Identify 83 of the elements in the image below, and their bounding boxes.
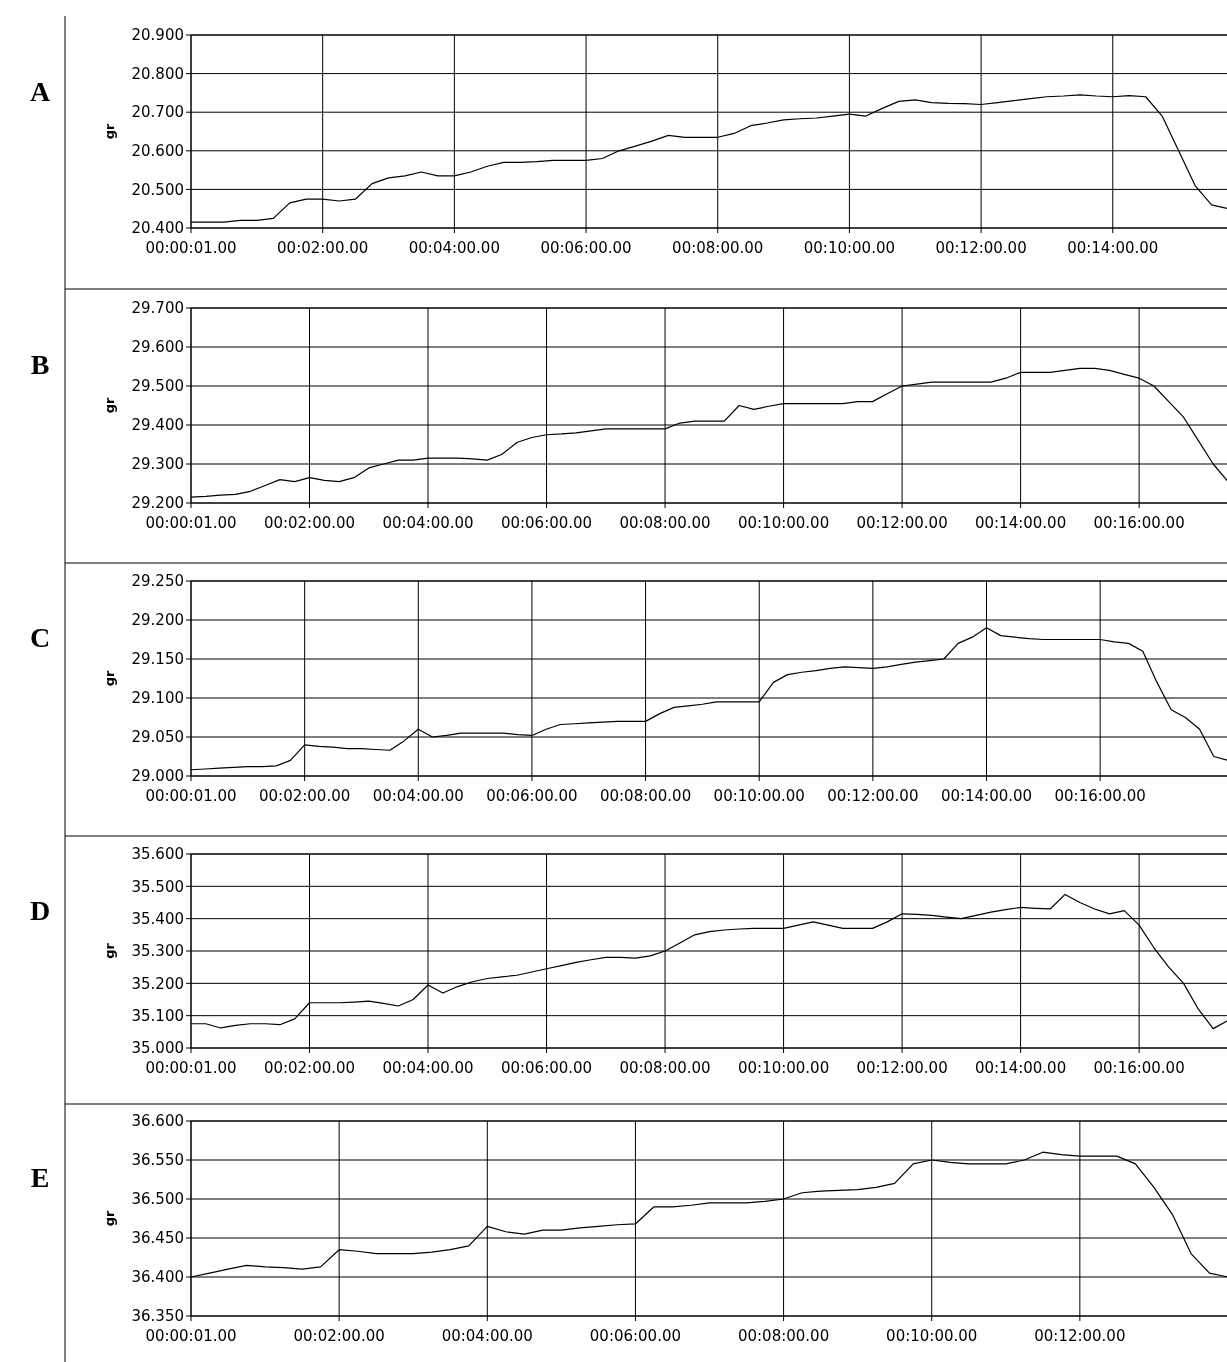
x-tick-label: 00:02:00.00 — [263, 514, 356, 532]
y-tick-label: 35.000 — [131, 1039, 184, 1058]
x-tick-label: 00:10:00.00 — [737, 1059, 830, 1077]
x-tick-label: 00:10:00.00 — [803, 239, 896, 257]
x-tick-label: 00:04:00.00 — [408, 239, 500, 257]
x-tick-label: 00:14:00.00 — [974, 1059, 1067, 1077]
text: D — [29, 895, 51, 926]
x-tick-label: 00:02:00.00 — [263, 1059, 356, 1077]
x-tick-label: 00:06:00.00 — [540, 239, 632, 257]
x-tick-label: 00:16:00.00 — [1054, 787, 1146, 805]
x-tick-label: 00:14:00.00 — [1067, 239, 1159, 257]
x-tick-label: 00:02:00.00 — [293, 1327, 385, 1345]
y-tick-label: 29.200 — [131, 611, 184, 630]
x-tick-label: 00:04:00.00 — [382, 1059, 474, 1077]
y-tick-label: 29.300 — [131, 455, 184, 474]
y-tick-label: 36.350 — [131, 1307, 184, 1326]
y-tick-label: 35.300 — [131, 942, 184, 961]
x-tick-label: 00:08:00.00 — [737, 1327, 830, 1345]
x-tick-label: 00:16:00.00 — [1093, 514, 1185, 532]
x-tick-label: 00:04:00.00 — [382, 514, 474, 532]
y-axis-title: gr — [102, 397, 117, 414]
x-tick-label: 00:10:00.00 — [886, 1327, 978, 1345]
y-tick-label: 20.500 — [131, 180, 184, 199]
y-tick-label: 35.100 — [131, 1006, 184, 1025]
y-tick-label: 36.400 — [131, 1268, 184, 1287]
y-tick-label: 20.400 — [131, 219, 184, 238]
x-tick-label: 00:00:01.00 — [145, 1059, 237, 1077]
x-tick-label: 00:10:00.00 — [713, 787, 805, 805]
y-tick-label: 29.400 — [131, 416, 184, 435]
y-tick-label: 29.100 — [131, 689, 184, 708]
text: A — [29, 76, 51, 107]
x-tick-label: 00:12:00.00 — [1034, 1327, 1126, 1345]
text: E — [30, 1162, 50, 1193]
x-tick-label: 00:04:00.00 — [372, 787, 464, 805]
y-tick-label: 36.600 — [131, 1112, 184, 1131]
x-tick-label: 00:08:00.00 — [619, 514, 711, 532]
y-tick-label: 36.500 — [131, 1190, 184, 1209]
x-tick-label: 00:14:00.00 — [940, 787, 1033, 805]
x-tick-label: 00:10:00.00 — [737, 514, 830, 532]
y-tick-label: 35.500 — [131, 877, 184, 896]
y-tick-label: 35.400 — [131, 909, 184, 928]
y-tick-label: 29.250 — [131, 572, 184, 591]
y-tick-label: 35.200 — [131, 974, 184, 993]
y-tick-label: 29.500 — [131, 377, 184, 396]
y-tick-label: 36.550 — [131, 1151, 184, 1170]
y-axis-title: gr — [102, 942, 117, 959]
x-tick-label: 00:08:00.00 — [672, 239, 764, 257]
x-tick-label: 00:06:00.00 — [589, 1327, 682, 1345]
x-tick-label: 00:00:01.00 — [145, 1327, 237, 1345]
x-tick-label: 00:02:00.00 — [277, 239, 369, 257]
x-tick-label: 00:00:01.00 — [145, 787, 237, 805]
x-tick-label: 00:00:01.00 — [145, 239, 237, 257]
x-tick-label: 00:12:00.00 — [856, 1059, 948, 1077]
x-tick-label: 00:08:00.00 — [599, 787, 692, 805]
y-tick-label: 35.600 — [131, 845, 184, 864]
y-tick-label: 29.600 — [131, 338, 184, 357]
x-tick-label: 00:12:00.00 — [827, 787, 919, 805]
x-tick-label: 00:12:00.00 — [935, 239, 1027, 257]
y-tick-label: 20.600 — [131, 142, 184, 161]
x-tick-label: 00:14:00.00 — [974, 514, 1067, 532]
y-axis-title: gr — [102, 123, 117, 140]
x-tick-label: 00:06:00.00 — [500, 1059, 593, 1077]
y-tick-label: 29.000 — [131, 767, 184, 786]
y-tick-label: 29.050 — [131, 728, 184, 747]
y-tick-label: 29.700 — [131, 299, 184, 318]
y-tick-label: 20.900 — [131, 26, 184, 45]
y-tick-label: 20.800 — [131, 64, 184, 83]
x-tick-label: 00:08:00.00 — [619, 1059, 711, 1077]
y-axis-title: gr — [102, 670, 117, 687]
x-tick-label: 00:04:00.00 — [441, 1327, 533, 1345]
y-tick-label: 29.150 — [131, 650, 184, 669]
text: C — [29, 622, 51, 653]
y-axis-title: gr — [102, 1210, 117, 1227]
x-tick-label: 00:12:00.00 — [856, 514, 948, 532]
text: B — [30, 349, 50, 380]
y-tick-label: 20.700 — [131, 103, 184, 122]
y-tick-label: 29.200 — [131, 494, 184, 513]
x-tick-label: 00:00:01.00 — [145, 514, 237, 532]
x-tick-label: 00:06:00.00 — [500, 514, 593, 532]
x-tick-label: 00:16:00.00 — [1093, 1059, 1185, 1077]
y-tick-label: 36.450 — [131, 1229, 184, 1248]
x-tick-label: 00:02:00.00 — [259, 787, 351, 805]
x-tick-label: 00:06:00.00 — [486, 787, 578, 805]
